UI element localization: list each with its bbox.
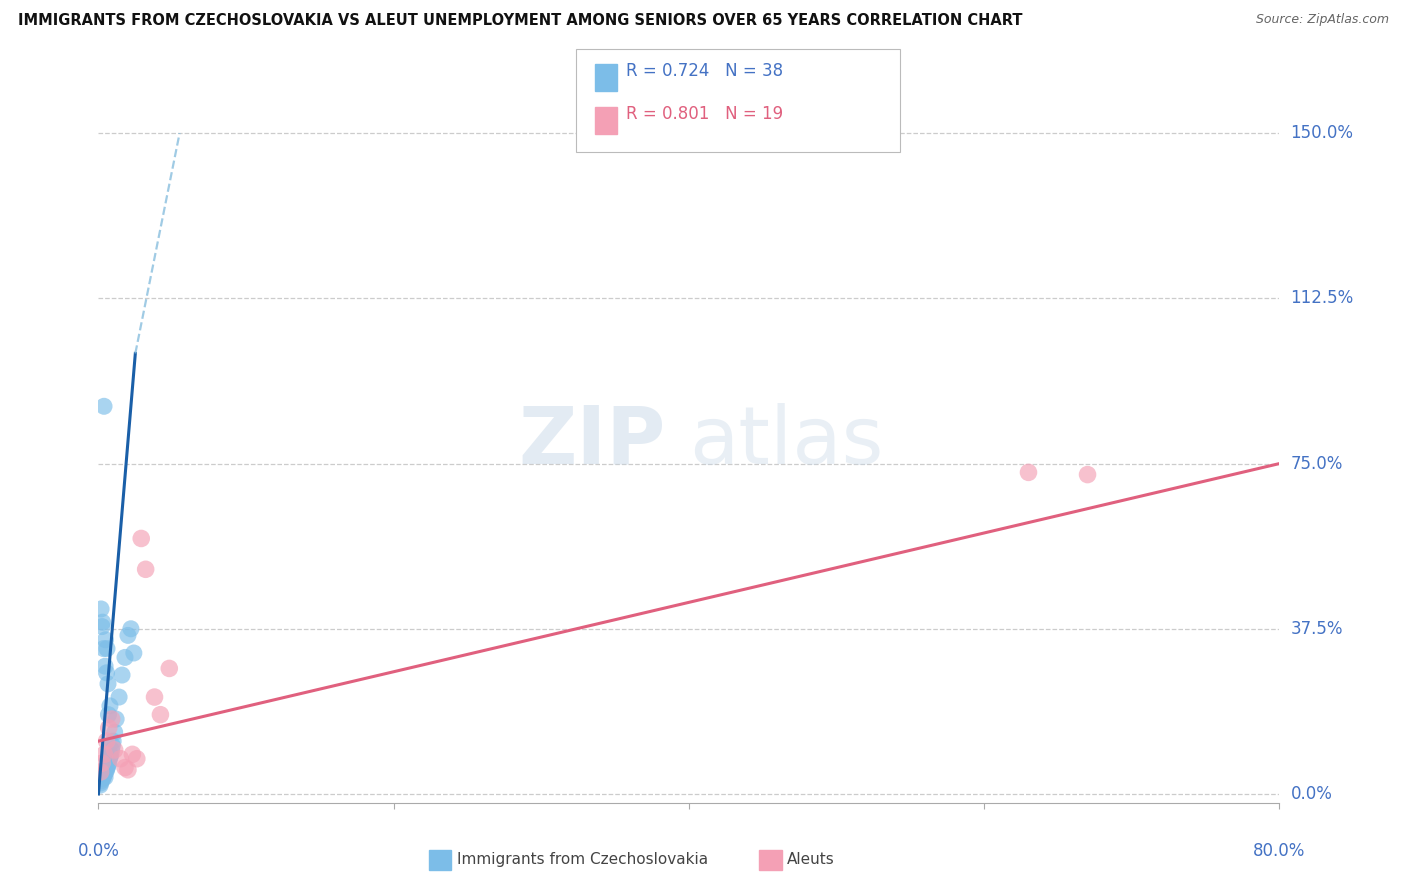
Point bbox=[149, 707, 172, 722]
Text: 112.5%: 112.5% bbox=[1291, 289, 1354, 308]
Point bbox=[94, 770, 117, 784]
Point bbox=[98, 698, 121, 713]
Point bbox=[98, 749, 121, 764]
Text: 80.0%: 80.0% bbox=[1253, 842, 1306, 860]
Point bbox=[111, 668, 134, 682]
Point bbox=[101, 739, 124, 753]
Text: Aleuts: Aleuts bbox=[787, 853, 835, 867]
Point bbox=[89, 778, 111, 792]
Point bbox=[100, 747, 122, 762]
Text: Source: ZipAtlas.com: Source: ZipAtlas.com bbox=[1256, 13, 1389, 27]
Point bbox=[90, 773, 112, 788]
Point bbox=[104, 725, 127, 739]
Text: Immigrants from Czechoslovakia: Immigrants from Czechoslovakia bbox=[457, 853, 709, 867]
Point bbox=[90, 764, 112, 779]
Point bbox=[96, 760, 118, 774]
Point bbox=[100, 712, 122, 726]
Point bbox=[97, 707, 120, 722]
Point bbox=[117, 628, 139, 642]
Point bbox=[103, 734, 125, 748]
Point bbox=[96, 763, 118, 777]
Point bbox=[105, 712, 128, 726]
Point bbox=[121, 747, 143, 762]
Point bbox=[91, 615, 114, 630]
Point bbox=[120, 622, 142, 636]
Point bbox=[93, 769, 115, 783]
Point bbox=[91, 756, 114, 771]
Point bbox=[96, 641, 118, 656]
Text: IMMIGRANTS FROM CZECHOSLOVAKIA VS ALEUT UNEMPLOYMENT AMONG SENIORS OVER 65 YEARS: IMMIGRANTS FROM CZECHOSLOVAKIA VS ALEUT … bbox=[18, 13, 1022, 29]
Point bbox=[93, 399, 115, 413]
Point bbox=[96, 665, 118, 680]
Point bbox=[93, 747, 115, 762]
Text: 150.0%: 150.0% bbox=[1291, 124, 1354, 142]
Point bbox=[93, 641, 115, 656]
Point bbox=[96, 734, 118, 748]
Point bbox=[125, 752, 148, 766]
Text: R = 0.724   N = 38: R = 0.724 N = 38 bbox=[626, 62, 783, 80]
Point bbox=[97, 756, 120, 771]
Point bbox=[157, 661, 180, 675]
Text: 0.0%: 0.0% bbox=[77, 842, 120, 860]
Point bbox=[97, 758, 120, 772]
Point bbox=[1018, 466, 1040, 480]
Point bbox=[94, 632, 117, 647]
Point bbox=[114, 760, 136, 774]
Point bbox=[117, 763, 139, 777]
Point bbox=[90, 602, 112, 616]
Point bbox=[91, 772, 114, 786]
Point bbox=[97, 677, 120, 691]
Point bbox=[129, 532, 152, 546]
Point bbox=[110, 752, 132, 766]
Point bbox=[91, 619, 114, 633]
Text: R = 0.801   N = 19: R = 0.801 N = 19 bbox=[626, 105, 783, 123]
Point bbox=[143, 690, 166, 704]
Text: atlas: atlas bbox=[689, 402, 883, 481]
Point bbox=[94, 659, 117, 673]
Text: 0.0%: 0.0% bbox=[1291, 785, 1333, 803]
Point bbox=[108, 690, 131, 704]
Point bbox=[94, 764, 117, 779]
Text: 75.0%: 75.0% bbox=[1291, 455, 1343, 473]
Point bbox=[93, 767, 115, 781]
Point bbox=[98, 752, 121, 766]
Point bbox=[135, 562, 157, 576]
Point bbox=[1077, 467, 1099, 482]
Text: 37.5%: 37.5% bbox=[1291, 620, 1343, 638]
Point bbox=[90, 776, 112, 790]
Text: ZIP: ZIP bbox=[517, 402, 665, 481]
Point bbox=[122, 646, 145, 660]
Point bbox=[100, 743, 122, 757]
Point bbox=[104, 743, 127, 757]
Point bbox=[97, 721, 120, 735]
Point bbox=[114, 650, 136, 665]
